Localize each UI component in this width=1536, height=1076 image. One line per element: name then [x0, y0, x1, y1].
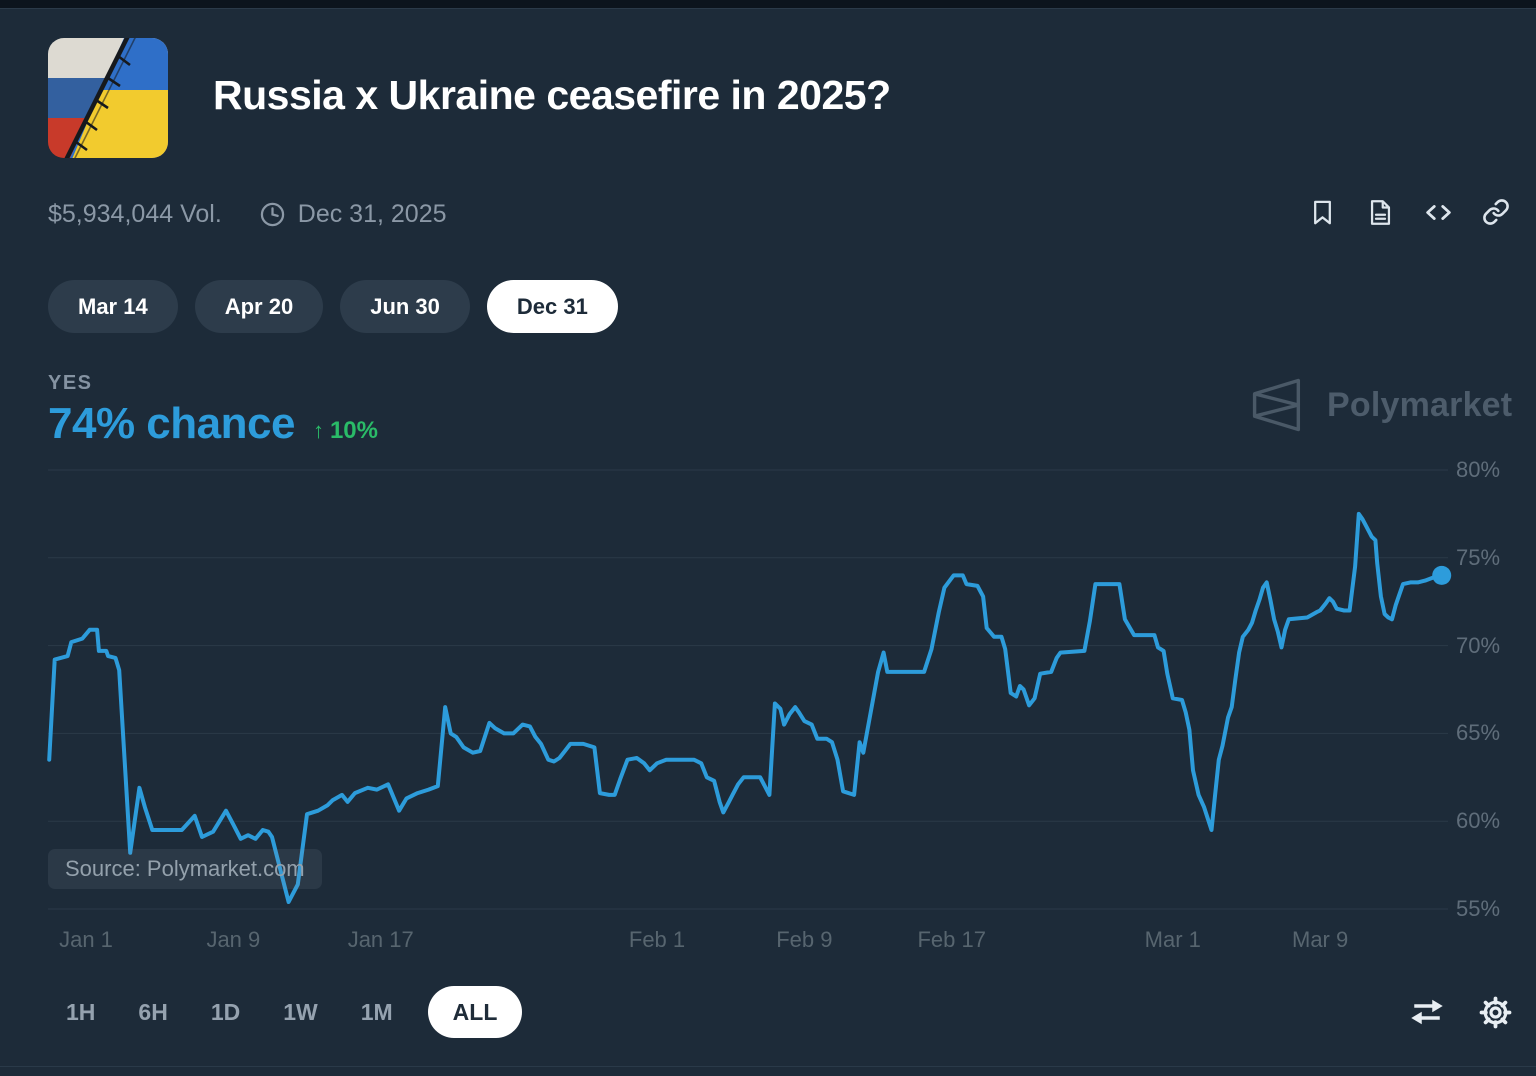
- outcome-label: YES: [48, 372, 93, 394]
- chart-canvas: [47, 469, 1452, 910]
- volume-text: $5,934,044 Vol.: [48, 199, 222, 228]
- range-1d[interactable]: 1D: [210, 998, 241, 1025]
- y-tick-65: 65%: [1456, 720, 1501, 746]
- page-title: Russia x Ukraine ceasefire in 2025?: [213, 72, 891, 118]
- flag-graphic: [48, 38, 168, 158]
- range-1w[interactable]: 1W: [283, 998, 318, 1025]
- tab-mar-14[interactable]: Mar 14: [48, 280, 178, 333]
- date-tabs: Mar 14 Apr 20 Jun 30 Dec 31: [48, 280, 618, 333]
- price-line: [47, 511, 1444, 904]
- settings-gear-icon[interactable]: [1476, 993, 1514, 1031]
- up-arrow-icon: ↑: [312, 418, 324, 443]
- x-tick-mar-1: Mar 1: [1144, 927, 1201, 952]
- bottom-divider: [0, 1066, 1536, 1067]
- polymarket-watermark: Polymarket: [1245, 373, 1512, 437]
- x-tick-mar-9: Mar 9: [1292, 927, 1349, 952]
- x-tick-jan-1: Jan 1: [59, 927, 113, 952]
- x-tick-jan-17: Jan 17: [347, 927, 414, 952]
- document-icon[interactable]: [1364, 196, 1396, 228]
- x-axis-labels: Jan 1 Jan 9 Jan 17 Feb 1 Feb 9 Feb 17 Mar 1 Mar…: [0, 927, 1536, 955]
- end-date-text: Dec 31, 2025: [297, 199, 447, 228]
- polymarket-watermark-text: Polymarket: [1327, 385, 1513, 424]
- time-range-selector: 1H 6H 1D 1W 1M ALL: [66, 986, 523, 1038]
- y-tick-55: 55%: [1456, 896, 1501, 918]
- range-6h[interactable]: 6H: [138, 998, 168, 1025]
- chance-change: ↑ 10%: [313, 417, 378, 445]
- range-1m[interactable]: 1M: [360, 998, 393, 1025]
- y-tick-70: 70%: [1456, 632, 1501, 658]
- range-1h[interactable]: 1H: [66, 998, 96, 1025]
- chance-change-value: 10%: [329, 417, 378, 444]
- x-tick-feb-17: Feb 17: [917, 927, 986, 952]
- x-tick-jan-9: Jan 9: [206, 927, 261, 952]
- bookmark-icon[interactable]: [1306, 196, 1338, 228]
- chart-tool-icons: [1408, 993, 1514, 1031]
- top-divider: [0, 0, 1536, 9]
- embed-code-icon[interactable]: [1422, 196, 1454, 228]
- tab-jun-30[interactable]: Jun 30: [340, 280, 470, 333]
- copy-link-icon[interactable]: [1480, 196, 1512, 228]
- source-caption: Source: Polymarket.com: [48, 849, 322, 889]
- current-value-dot: [1432, 565, 1452, 585]
- market-meta-row: $5,934,044 Vol. Dec 31, 2025: [48, 198, 447, 230]
- polymarket-logo-icon: [1252, 378, 1301, 432]
- probability-chart[interactable]: 80% 75% 70% 65% 60% 55% Source: Polymarket.co…: [0, 461, 1536, 918]
- market-image-russia-ukraine-flag: [48, 38, 168, 158]
- range-all-active[interactable]: ALL: [427, 986, 523, 1038]
- tab-apr-20[interactable]: Apr 20: [194, 280, 324, 333]
- y-tick-60: 60%: [1456, 808, 1501, 834]
- tab-dec-31-active[interactable]: Dec 31: [486, 280, 618, 333]
- y-tick-75: 75%: [1456, 544, 1501, 570]
- swap-arrows-icon[interactable]: [1408, 993, 1446, 1031]
- x-tick-feb-1: Feb 1: [628, 927, 686, 952]
- y-tick-80: 80%: [1456, 461, 1501, 482]
- x-tick-feb-9: Feb 9: [776, 927, 833, 952]
- header-action-icons: [1306, 196, 1512, 228]
- chance-value: 74% chance: [48, 399, 295, 448]
- clock-icon: [259, 201, 286, 228]
- chance-row: 74% chance ↑ 10%: [48, 399, 378, 449]
